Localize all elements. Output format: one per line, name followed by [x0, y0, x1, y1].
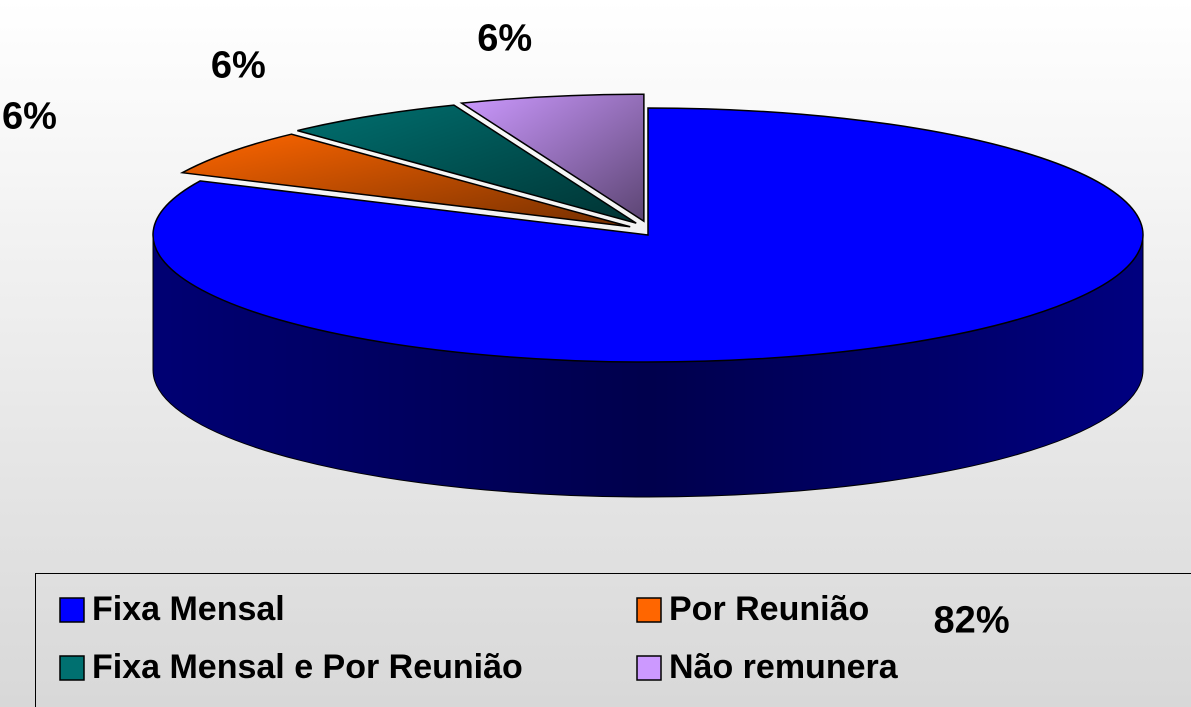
legend-label: Fixa Mensal e Por Reunião [92, 648, 523, 686]
legend: Fixa Mensal Por Reunião Fixa Mensal e Por … [59, 590, 899, 686]
legend-label: Fixa Mensal [92, 590, 285, 628]
data-label: 6% [477, 17, 532, 59]
pie: 82% 6% 6% 6% [2, 17, 1144, 641]
legend-label: Não remunera [669, 648, 899, 686]
legend-swatch [636, 655, 662, 681]
data-label: 6% [2, 96, 57, 138]
legend-label: Por Reunião [669, 590, 869, 628]
legend-swatch [636, 597, 662, 623]
legend-swatch [59, 597, 85, 623]
legend-box [35, 573, 1191, 707]
slice-shade [461, 94, 644, 222]
slice [152, 107, 1144, 363]
slice-shade [297, 105, 637, 224]
slice-side-shade [153, 235, 1143, 497]
data-label: 82% [934, 599, 1010, 641]
legend-swatch [59, 655, 85, 681]
slice-shade [182, 134, 631, 227]
data-label: 6% [211, 45, 266, 87]
